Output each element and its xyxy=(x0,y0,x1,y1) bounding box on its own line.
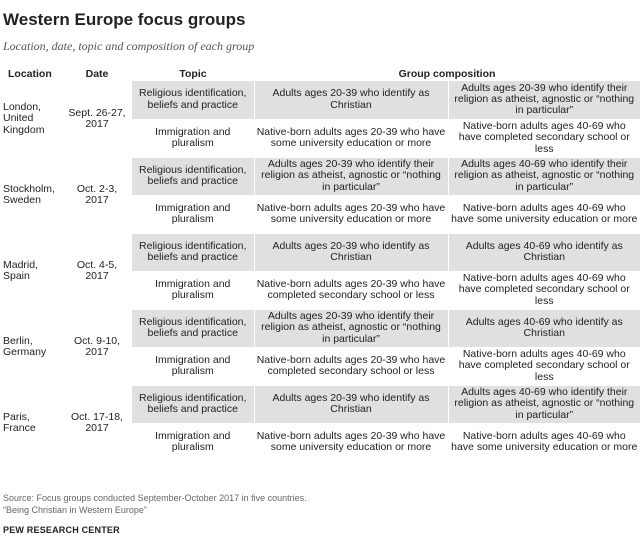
composition-cell-1: Adults ages 20-39 who identify as Christ… xyxy=(254,232,449,271)
date-cell: Oct. 17-18, 2017 xyxy=(71,410,123,434)
date-cell: Sept. 26-27, 2017 xyxy=(68,106,126,130)
table-row: Immigration and pluralism Native-born adu… xyxy=(0,194,640,233)
table-row: Immigration and pluralism Native-born adu… xyxy=(0,422,640,461)
topic-cell: Immigration and pluralism xyxy=(132,346,255,385)
topic-cell: Immigration and pluralism xyxy=(132,118,255,157)
header-location: Location xyxy=(8,68,52,80)
composition-cell-1: Native-born adults ages 20-39 who have c… xyxy=(254,270,449,309)
page-subtitle: Location, date, topic and composition of… xyxy=(3,39,255,53)
topic-cell: Immigration and pluralism xyxy=(132,194,255,233)
composition-cell-2: Native-born adults ages 40-69 who have s… xyxy=(448,422,640,461)
composition-cell-2: Adults ages 40-69 who identify their rel… xyxy=(448,156,640,195)
composition-cell-2: Adults ages 40-69 who identify as Christ… xyxy=(448,308,640,347)
composition-cell-1: Native-born adults ages 20-39 who have s… xyxy=(254,118,449,157)
composition-cell-2: Native-born adults ages 40-69 who have s… xyxy=(448,194,640,233)
composition-cell-2: Adults ages 40-69 who identify as Christ… xyxy=(448,232,640,271)
table-row: Berlin, Germany Oct. 9-10, 2017 Religious … xyxy=(0,308,640,358)
composition-cell-1: Adults ages 20-39 who identify as Christ… xyxy=(254,384,449,423)
composition-cell-2: Native-born adults ages 40-69 who have c… xyxy=(448,118,640,157)
composition-cell-1: Adults ages 20-39 who identify as Christ… xyxy=(254,81,449,119)
pew-research-center-logo: PEW RESEARCH CENTER xyxy=(3,525,120,535)
table-row: Madrid, Spain Oct. 4-5, 2017 Religious ide… xyxy=(0,232,640,282)
topic-cell: Immigration and pluralism xyxy=(132,422,255,461)
source-note: Source: Focus groups conducted September… xyxy=(3,492,307,516)
topic-cell: Religious identification, beliefs and pr… xyxy=(132,232,255,271)
header-group-composition: Group composition xyxy=(398,68,496,80)
table-row: London, United Kingdom Sept. 26-27, 2017 R… xyxy=(0,81,640,135)
composition-cell-2: Native-born adults ages 40-69 who have c… xyxy=(448,270,640,309)
composition-cell-1: Adults ages 20-39 who identify their rel… xyxy=(254,308,449,347)
topic-cell: Religious identification, beliefs and pr… xyxy=(132,308,255,347)
composition-cell-1: Native-born adults ages 20-39 who have s… xyxy=(254,194,449,233)
table-row: Paris, France Oct. 17-18, 2017 Religious i… xyxy=(0,384,640,434)
composition-cell-2: Native-born adults ages 40-69 who have c… xyxy=(448,346,640,385)
table-row: Immigration and pluralism Native-born adu… xyxy=(0,346,640,385)
location-cell: Madrid, Spain xyxy=(3,258,39,282)
source-report-title: “Being Christian in Western Europe” xyxy=(3,505,147,515)
date-cell: Oct. 2-3, 2017 xyxy=(76,182,118,206)
topic-cell: Religious identification, beliefs and pr… xyxy=(132,156,255,195)
topic-cell: Religious identification, beliefs and pr… xyxy=(132,81,255,119)
focus-groups-table: Location Date Topic Group composition Lo… xyxy=(0,67,640,461)
composition-cell-1: Adults ages 20-39 who identify their rel… xyxy=(254,156,449,195)
location-cell: London, United Kingdom xyxy=(3,100,45,136)
date-cell: Oct. 4-5, 2017 xyxy=(76,258,118,282)
composition-cell-1: Native-born adults ages 20-39 who have s… xyxy=(254,422,449,461)
topic-cell: Immigration and pluralism xyxy=(132,270,255,309)
table-header-row: Location Date Topic Group composition xyxy=(0,67,640,81)
header-date: Date xyxy=(85,68,109,80)
table-row: Immigration and pluralism Native-born adu… xyxy=(0,270,640,309)
composition-cell-2: Adults ages 40-69 who identify their rel… xyxy=(448,384,640,423)
date-cell: Oct. 9-10, 2017 xyxy=(73,334,121,358)
topic-cell: Religious identification, beliefs and pr… xyxy=(132,384,255,423)
composition-cell-2: Adults ages 20-39 who identify their rel… xyxy=(448,81,640,119)
header-topic: Topic xyxy=(179,68,207,80)
source-line: Source: Focus groups conducted September… xyxy=(3,493,307,503)
page-title: Western Europe focus groups xyxy=(3,10,246,29)
table-row: Immigration and pluralism Native-born adu… xyxy=(0,118,640,157)
location-cell: Berlin, Germany xyxy=(3,334,47,358)
location-cell: Paris, France xyxy=(3,410,36,434)
location-cell: Stockholm, Sweden xyxy=(3,182,55,206)
table-row: Stockholm, Sweden Oct. 2-3, 2017 Religious… xyxy=(0,156,640,206)
composition-cell-1: Native-born adults ages 20-39 who have c… xyxy=(254,346,449,385)
